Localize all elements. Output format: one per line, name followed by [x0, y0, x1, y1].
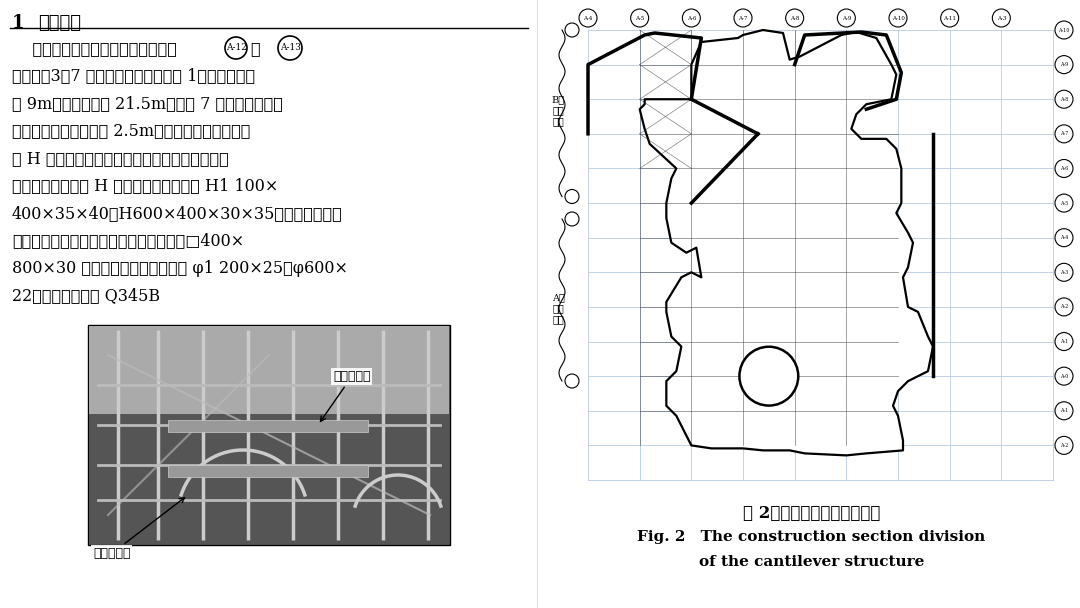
Circle shape: [565, 212, 579, 226]
Text: A-10: A-10: [892, 15, 904, 21]
Text: 22　锂结构材料为 Q345B: 22 锂结构材料为 Q345B: [12, 288, 160, 305]
Text: A-4: A-4: [583, 15, 593, 21]
Circle shape: [837, 9, 855, 27]
Circle shape: [683, 9, 700, 27]
Circle shape: [734, 9, 752, 27]
Bar: [89, 414, 449, 544]
Text: A-3: A-3: [1059, 270, 1068, 275]
Circle shape: [1055, 159, 1074, 178]
Circle shape: [565, 190, 579, 204]
Text: Fig. 2 The construction section division: Fig. 2 The construction section division: [637, 530, 986, 544]
Text: A-0: A-0: [1059, 374, 1068, 379]
Text: 轴外侧，3～7 层为悬挤锂结构（见图 1），悬挤长度: 轴外侧，3～7 层为悬挤锂结构（见图 1），悬挤长度: [12, 67, 255, 85]
Text: A-11: A-11: [943, 15, 956, 21]
Text: A-9: A-9: [1059, 62, 1068, 67]
Circle shape: [1055, 194, 1074, 212]
Text: B区
安装
方向: B区 安装 方向: [552, 95, 565, 126]
Circle shape: [1055, 437, 1074, 454]
Text: 上海市长宁区来福士广场的北裙房: 上海市长宁区来福士广场的北裙房: [12, 40, 183, 57]
Text: A-8: A-8: [1059, 97, 1068, 102]
Text: 为 9m，悬挤结构高 21.5m，其中 7 层处设有纵横向: 为 9m，悬挤结构高 21.5m，其中 7 层处设有纵横向: [12, 95, 283, 112]
Text: A-3: A-3: [997, 15, 1007, 21]
Text: A-1: A-1: [1059, 408, 1068, 413]
Text: 体系，锂梁主要为 H 型锂梁，主要截面为 H1 100×: 体系，锂梁主要为 H 型锂梁，主要截面为 H1 100×: [12, 178, 279, 195]
Circle shape: [889, 9, 907, 27]
Text: A-7: A-7: [739, 15, 747, 21]
Text: A-6: A-6: [1059, 166, 1068, 171]
Text: A-5: A-5: [635, 15, 645, 21]
Text: A-12: A-12: [226, 44, 246, 52]
Bar: [89, 326, 449, 414]
Circle shape: [1055, 125, 1074, 143]
Text: 400×35×40，H600×400×30×35，锂柱类型主要: 400×35×40，H600×400×30×35，锂柱类型主要: [12, 205, 342, 222]
Circle shape: [1055, 55, 1074, 74]
Bar: [87, 325, 450, 545]
Circle shape: [1055, 21, 1074, 39]
Text: A-9: A-9: [841, 15, 851, 21]
Circle shape: [1055, 263, 1074, 282]
Text: 1: 1: [12, 14, 25, 32]
Text: A-6: A-6: [687, 15, 696, 21]
Circle shape: [785, 9, 804, 27]
Text: 锂桁架结构: 锂桁架结构: [321, 370, 370, 421]
Text: 桁架，桁架高度主要为 2.5m　桁架为平面结构，采: 桁架，桁架高度主要为 2.5m 桁架为平面结构，采: [12, 122, 251, 139]
Text: A-8: A-8: [789, 15, 799, 21]
Text: 800×30 等，圆管柱的截面尺寸为 φ1 200×25，φ600×: 800×30 等，圆管柱的截面尺寸为 φ1 200×25，φ600×: [12, 260, 348, 277]
Circle shape: [1055, 90, 1074, 108]
Text: 悬挤锂结构: 悬挤锂结构: [93, 497, 185, 560]
Circle shape: [1055, 367, 1074, 385]
Circle shape: [579, 9, 597, 27]
Circle shape: [941, 9, 959, 27]
Text: A区
安装
方向: A区 安装 方向: [552, 294, 565, 325]
Text: A-1: A-1: [1059, 339, 1068, 344]
Text: ，: ，: [249, 40, 259, 57]
Text: A-10: A-10: [1058, 27, 1070, 32]
Text: of the cantilever structure: of the cantilever structure: [699, 555, 924, 569]
Text: 为圆管柱与筱形柱，筱形柱的截面尺寸为□400×: 为圆管柱与筱形柱，筱形柱的截面尺寸为□400×: [12, 232, 244, 249]
Circle shape: [1055, 402, 1074, 420]
Circle shape: [565, 23, 579, 37]
Text: A-13: A-13: [280, 44, 300, 52]
Circle shape: [1055, 229, 1074, 247]
Bar: [168, 420, 368, 432]
Text: 用 H 形和筱形截面杆件　裙房主要为锂框架结构: 用 H 形和筱形截面杆件 裙房主要为锂框架结构: [12, 150, 229, 167]
Text: A-4: A-4: [1059, 235, 1068, 240]
Text: A-2: A-2: [1059, 305, 1068, 309]
Text: A-2: A-2: [1059, 443, 1068, 448]
Text: A-5: A-5: [1059, 201, 1068, 206]
Text: 图 2　悬挤结构施工区段划分: 图 2 悬挤结构施工区段划分: [743, 505, 880, 522]
Circle shape: [1055, 298, 1074, 316]
Polygon shape: [639, 30, 933, 455]
Circle shape: [740, 347, 798, 406]
Circle shape: [1055, 333, 1074, 351]
Text: 工程概况: 工程概况: [38, 14, 81, 32]
Bar: [168, 465, 368, 477]
Circle shape: [631, 9, 649, 27]
Circle shape: [993, 9, 1010, 27]
Text: A-7: A-7: [1059, 131, 1068, 136]
Circle shape: [565, 374, 579, 388]
